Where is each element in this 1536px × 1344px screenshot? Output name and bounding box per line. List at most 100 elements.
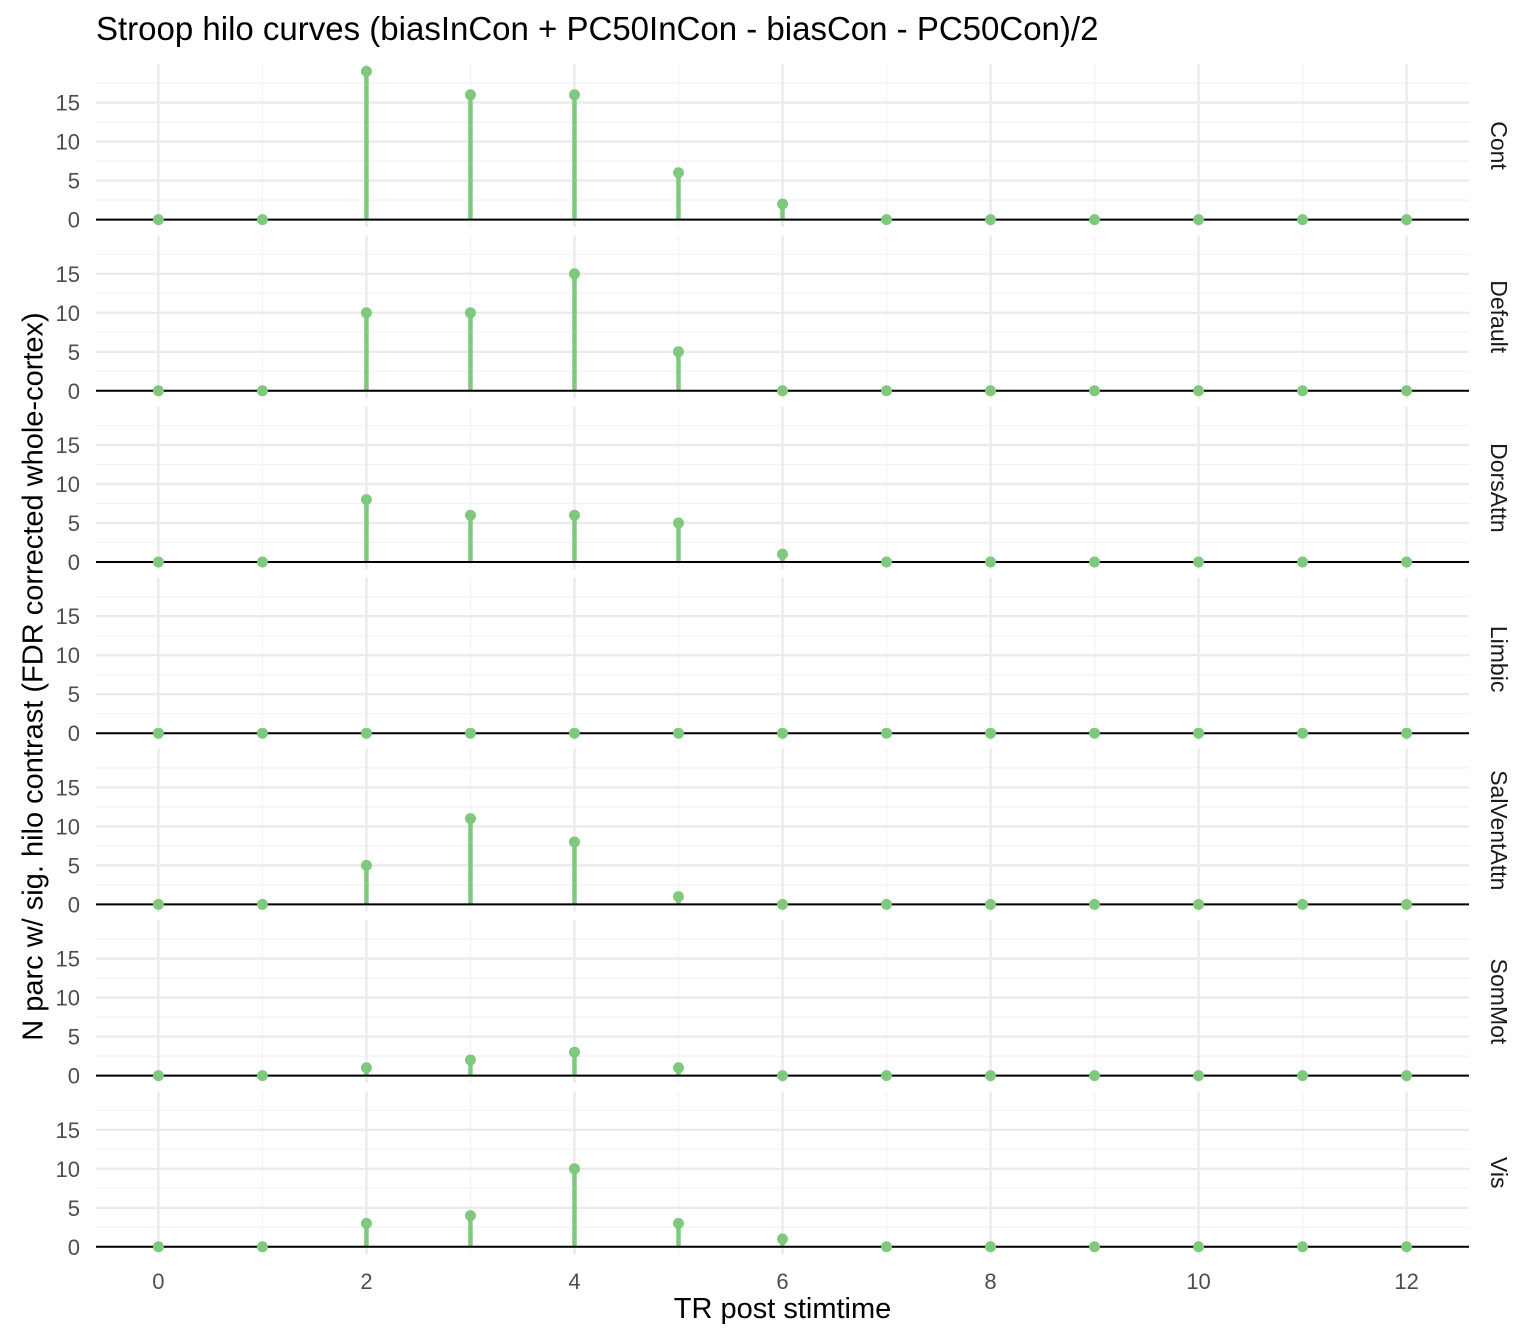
data-point bbox=[1089, 556, 1101, 568]
data-point bbox=[464, 307, 476, 319]
x-tick-label: 6 bbox=[776, 1269, 788, 1294]
data-point bbox=[881, 385, 893, 397]
y-tick-label: 10 bbox=[56, 301, 80, 326]
data-point bbox=[1193, 214, 1205, 226]
data-point bbox=[777, 1233, 788, 1245]
data-point bbox=[672, 727, 684, 739]
data-point bbox=[777, 385, 788, 397]
data-point bbox=[152, 556, 164, 568]
facet-label: DorsAttn bbox=[1486, 443, 1512, 532]
data-point bbox=[256, 385, 268, 397]
data-point bbox=[881, 727, 893, 739]
data-point bbox=[360, 65, 372, 77]
data-point bbox=[152, 727, 164, 739]
data-point bbox=[360, 494, 372, 506]
data-point bbox=[777, 727, 788, 739]
y-tick-label: 15 bbox=[56, 604, 80, 629]
y-tick-label: 15 bbox=[56, 433, 80, 458]
data-point bbox=[464, 727, 476, 739]
data-point bbox=[568, 836, 580, 848]
data-point bbox=[1089, 727, 1101, 739]
data-point bbox=[1401, 214, 1413, 226]
y-tick-label: 10 bbox=[56, 472, 80, 497]
data-point bbox=[1193, 1070, 1205, 1082]
data-point bbox=[1297, 556, 1309, 568]
data-point bbox=[1401, 898, 1413, 910]
data-point bbox=[1401, 727, 1413, 739]
data-point bbox=[360, 1217, 372, 1229]
y-tick-label: 15 bbox=[56, 262, 80, 287]
y-tick-label: 5 bbox=[68, 1025, 80, 1050]
x-tick-label: 12 bbox=[1394, 1269, 1418, 1294]
data-point bbox=[568, 1163, 580, 1175]
x-tick-label: 10 bbox=[1186, 1269, 1210, 1294]
data-point bbox=[464, 1054, 476, 1066]
facet-label: SalVentAttn bbox=[1486, 770, 1512, 890]
y-tick-label: 0 bbox=[68, 208, 80, 233]
y-tick-label: 0 bbox=[68, 1235, 80, 1260]
data-point bbox=[256, 556, 268, 568]
y-tick-label: 5 bbox=[68, 853, 80, 878]
y-tick-label: 0 bbox=[68, 1064, 80, 1089]
x-tick-label: 8 bbox=[984, 1269, 996, 1294]
data-point bbox=[568, 727, 580, 739]
data-point bbox=[881, 1241, 893, 1253]
data-point bbox=[881, 556, 893, 568]
data-point bbox=[672, 1217, 684, 1229]
data-point bbox=[777, 1070, 788, 1082]
data-point bbox=[152, 1241, 164, 1253]
data-point bbox=[985, 556, 997, 568]
data-point bbox=[1401, 385, 1413, 397]
data-point bbox=[464, 509, 476, 521]
data-point bbox=[568, 509, 580, 521]
data-point bbox=[256, 214, 268, 226]
data-point bbox=[360, 1062, 372, 1074]
y-tick-label: 5 bbox=[68, 682, 80, 707]
y-tick-label: 15 bbox=[56, 947, 80, 972]
data-point bbox=[881, 214, 893, 226]
chart-title: Stroop hilo curves (biasInCon + PC50InCo… bbox=[96, 10, 1099, 47]
data-point bbox=[881, 1070, 893, 1082]
data-point bbox=[152, 214, 164, 226]
data-point bbox=[985, 898, 997, 910]
data-point bbox=[568, 268, 580, 280]
y-tick-label: 0 bbox=[68, 892, 80, 917]
data-point bbox=[1193, 727, 1205, 739]
data-point bbox=[777, 198, 788, 210]
y-tick-label: 10 bbox=[56, 814, 80, 839]
y-tick-label: 10 bbox=[56, 643, 80, 668]
data-point bbox=[672, 891, 684, 903]
data-point bbox=[1297, 727, 1309, 739]
data-point bbox=[777, 548, 788, 560]
data-point bbox=[256, 1070, 268, 1082]
data-point bbox=[360, 307, 372, 319]
y-tick-label: 0 bbox=[68, 721, 80, 746]
data-point bbox=[1089, 1241, 1101, 1253]
data-point bbox=[1089, 214, 1101, 226]
data-point bbox=[1193, 1241, 1205, 1253]
facet-label: Vis bbox=[1486, 1157, 1512, 1189]
facet-label: Limbic bbox=[1486, 626, 1512, 692]
data-point bbox=[1297, 214, 1309, 226]
y-tick-label: 5 bbox=[68, 169, 80, 194]
data-point bbox=[152, 385, 164, 397]
facet-label: Default bbox=[1486, 280, 1512, 353]
x-tick-label: 4 bbox=[568, 1269, 580, 1294]
facet-label: SomMot bbox=[1486, 959, 1512, 1045]
data-point bbox=[1297, 1241, 1309, 1253]
x-axis-label: TR post stimtime bbox=[673, 1293, 892, 1325]
data-point bbox=[1193, 898, 1205, 910]
data-point bbox=[777, 898, 788, 910]
data-point bbox=[1297, 1070, 1309, 1082]
y-tick-label: 10 bbox=[56, 986, 80, 1011]
data-point bbox=[985, 1070, 997, 1082]
data-point bbox=[256, 727, 268, 739]
data-point bbox=[985, 214, 997, 226]
data-point bbox=[464, 813, 476, 825]
data-point bbox=[1401, 1241, 1413, 1253]
y-tick-label: 15 bbox=[56, 91, 80, 116]
y-tick-label: 15 bbox=[56, 775, 80, 800]
data-point bbox=[672, 346, 684, 358]
